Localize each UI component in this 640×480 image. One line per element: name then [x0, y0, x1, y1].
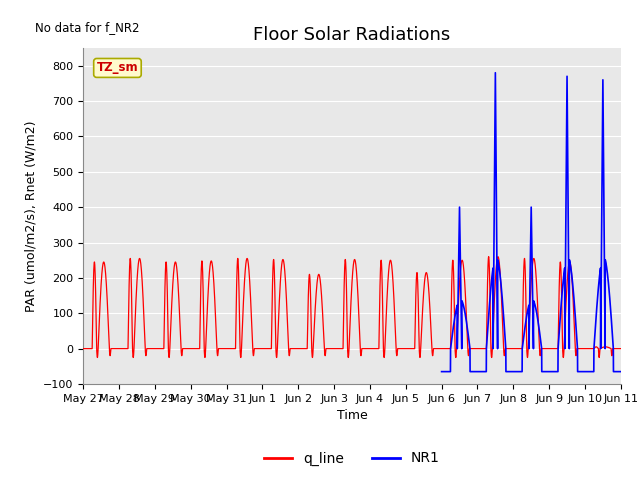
Y-axis label: PAR (umol/m2/s), Rnet (W/m2): PAR (umol/m2/s), Rnet (W/m2): [24, 120, 38, 312]
Text: No data for f_NR2: No data for f_NR2: [35, 21, 140, 34]
X-axis label: Time: Time: [337, 409, 367, 422]
Legend: q_line, NR1: q_line, NR1: [259, 446, 445, 471]
Text: TZ_sm: TZ_sm: [97, 61, 138, 74]
Title: Floor Solar Radiations: Floor Solar Radiations: [253, 25, 451, 44]
